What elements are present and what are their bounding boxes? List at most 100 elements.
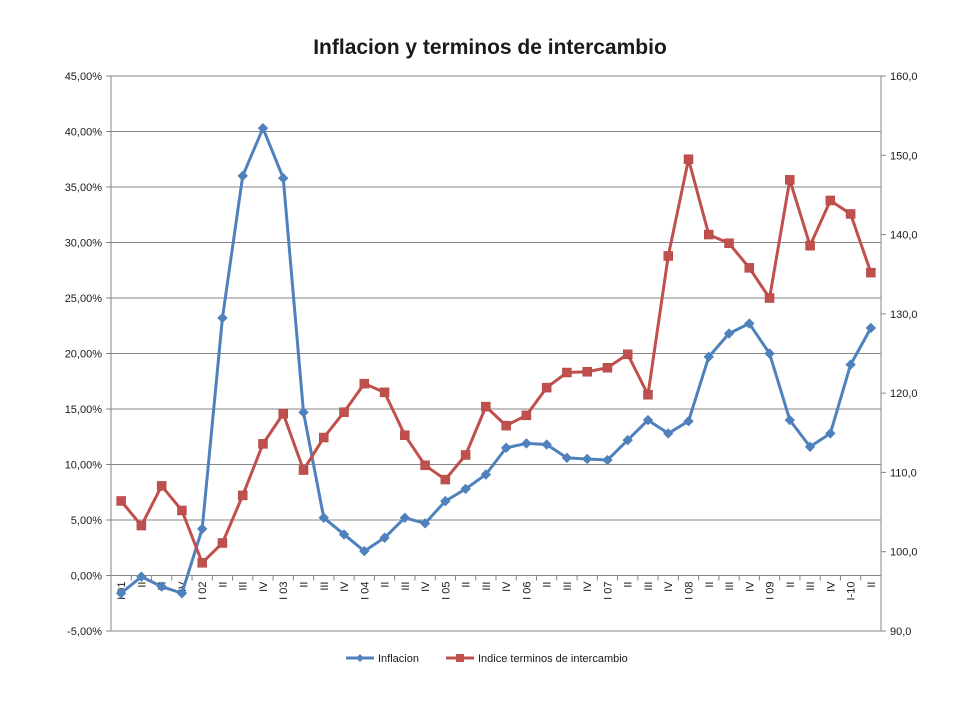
data-point-inflacion bbox=[419, 518, 431, 529]
left-tick-label: 45,00% bbox=[65, 71, 103, 83]
data-point-indice-terminos bbox=[298, 465, 309, 475]
x-tick-label: II bbox=[623, 582, 635, 588]
chart-title: Inflacion y terminos de intercambio bbox=[313, 36, 667, 59]
data-point-indice-terminos bbox=[136, 520, 147, 531]
left-tick-label: 25,00% bbox=[65, 293, 103, 305]
legend-label: Inflacion bbox=[378, 653, 419, 665]
x-tick-label: III bbox=[805, 582, 817, 591]
data-point-inflacion bbox=[399, 512, 411, 523]
data-point-inflacion bbox=[379, 532, 390, 543]
data-point-indice-terminos bbox=[501, 420, 511, 431]
data-point-inflacion bbox=[338, 529, 350, 540]
data-point-inflacion bbox=[500, 442, 512, 454]
data-point-indice-terminos bbox=[217, 538, 228, 548]
data-point-inflacion bbox=[521, 438, 532, 449]
data-point-indice-terminos bbox=[258, 439, 268, 449]
data-point-inflacion bbox=[764, 348, 775, 359]
x-tick-label: I 03 bbox=[278, 582, 290, 600]
data-point-indice-terminos bbox=[785, 175, 795, 185]
data-point-indice-terminos bbox=[724, 238, 734, 249]
data-point-indice-terminos bbox=[683, 154, 694, 164]
data-point-indice-terminos bbox=[481, 401, 491, 412]
data-point-inflacion bbox=[683, 416, 694, 427]
legend-label: Indice terminos de intercambio bbox=[478, 653, 628, 665]
x-tick-label: II bbox=[299, 582, 311, 588]
x-tick-label: IV bbox=[744, 581, 756, 592]
data-point-inflacion bbox=[359, 545, 370, 557]
right-tick-label: 110,0 bbox=[890, 467, 917, 479]
data-point-inflacion bbox=[217, 312, 228, 324]
data-point-indice-terminos bbox=[602, 363, 613, 373]
data-point-inflacion bbox=[703, 351, 714, 363]
x-tick-label: I 05 bbox=[440, 582, 452, 600]
data-point-indice-terminos bbox=[764, 293, 775, 303]
x-tick-label: IV bbox=[258, 581, 270, 592]
x-tick-label: I-10 bbox=[846, 582, 858, 601]
data-point-inflacion bbox=[298, 407, 309, 418]
x-tick-label: I 08 bbox=[684, 582, 696, 600]
data-point-indice-terminos bbox=[197, 558, 207, 568]
data-point-inflacion bbox=[845, 359, 856, 370]
left-tick-label: 10,00% bbox=[65, 460, 103, 472]
data-point-inflacion bbox=[480, 469, 492, 480]
data-point-inflacion bbox=[602, 454, 613, 466]
x-tick-label: III bbox=[319, 582, 331, 591]
data-point-inflacion bbox=[318, 512, 329, 523]
left-tick-label: 15,00% bbox=[65, 404, 103, 416]
series-layer bbox=[115, 122, 877, 599]
data-point-indice-terminos bbox=[825, 195, 836, 206]
left-tick-label: 5,00% bbox=[71, 515, 102, 527]
legend-marker-square bbox=[456, 654, 464, 662]
data-point-inflacion bbox=[278, 172, 289, 184]
x-tick-label: II bbox=[136, 582, 148, 588]
data-point-indice-terminos bbox=[420, 460, 430, 471]
data-point-inflacion bbox=[196, 523, 208, 535]
data-point-indice-terminos bbox=[562, 367, 572, 378]
x-tick-label: III bbox=[643, 582, 655, 591]
data-point-indice-terminos bbox=[663, 251, 673, 261]
data-point-indice-terminos bbox=[156, 481, 167, 491]
data-point-indice-terminos bbox=[116, 496, 126, 506]
x-tick-label: II bbox=[461, 582, 473, 588]
right-tick-label: 90,0 bbox=[890, 626, 911, 638]
right-tick-label: 150,0 bbox=[890, 150, 918, 162]
right-tick-label: 120,0 bbox=[890, 388, 918, 400]
data-point-inflacion bbox=[744, 318, 755, 329]
x-tick-label: I 02 bbox=[197, 582, 209, 600]
data-point-inflacion bbox=[825, 428, 836, 439]
data-point-indice-terminos bbox=[805, 240, 815, 251]
data-point-indice-terminos bbox=[622, 349, 633, 360]
x-tick-label: II bbox=[217, 582, 229, 588]
right-tick-label: 160,0 bbox=[890, 71, 918, 83]
x-tick-label: I 09 bbox=[765, 582, 777, 600]
data-point-indice-terminos bbox=[177, 505, 187, 516]
data-point-inflacion bbox=[257, 122, 269, 134]
data-point-indice-terminos bbox=[237, 490, 248, 501]
data-point-indice-terminos bbox=[643, 389, 653, 400]
right-axis-ticks: 90,0 100,0 110,0 120,0 130,0 140,0 150,0 160,0 bbox=[881, 71, 918, 638]
data-point-indice-terminos bbox=[440, 474, 451, 485]
data-point-inflacion bbox=[723, 328, 735, 339]
data-point-inflacion bbox=[581, 453, 593, 465]
data-point-inflacion bbox=[865, 322, 877, 334]
right-tick-label: 100,0 bbox=[890, 547, 918, 559]
data-point-indice-terminos bbox=[582, 366, 592, 377]
left-tick-label: 20,00% bbox=[65, 349, 103, 361]
data-point-inflacion bbox=[440, 495, 451, 507]
left-tick-label: 35,00% bbox=[65, 182, 103, 194]
data-point-inflacion bbox=[804, 441, 816, 452]
data-point-inflacion bbox=[460, 483, 471, 495]
right-tick-label: 130,0 bbox=[890, 309, 918, 321]
data-point-inflacion bbox=[642, 414, 654, 426]
left-tick-label: -5,00% bbox=[67, 626, 102, 638]
data-point-indice-terminos bbox=[541, 382, 552, 393]
data-point-indice-terminos bbox=[379, 387, 390, 398]
data-point-inflacion bbox=[136, 571, 147, 582]
x-tick-label: I 06 bbox=[521, 582, 533, 600]
x-tick-label: III bbox=[562, 582, 574, 591]
x-tick-label: II bbox=[380, 582, 392, 588]
x-tick-label: IV bbox=[420, 581, 432, 592]
